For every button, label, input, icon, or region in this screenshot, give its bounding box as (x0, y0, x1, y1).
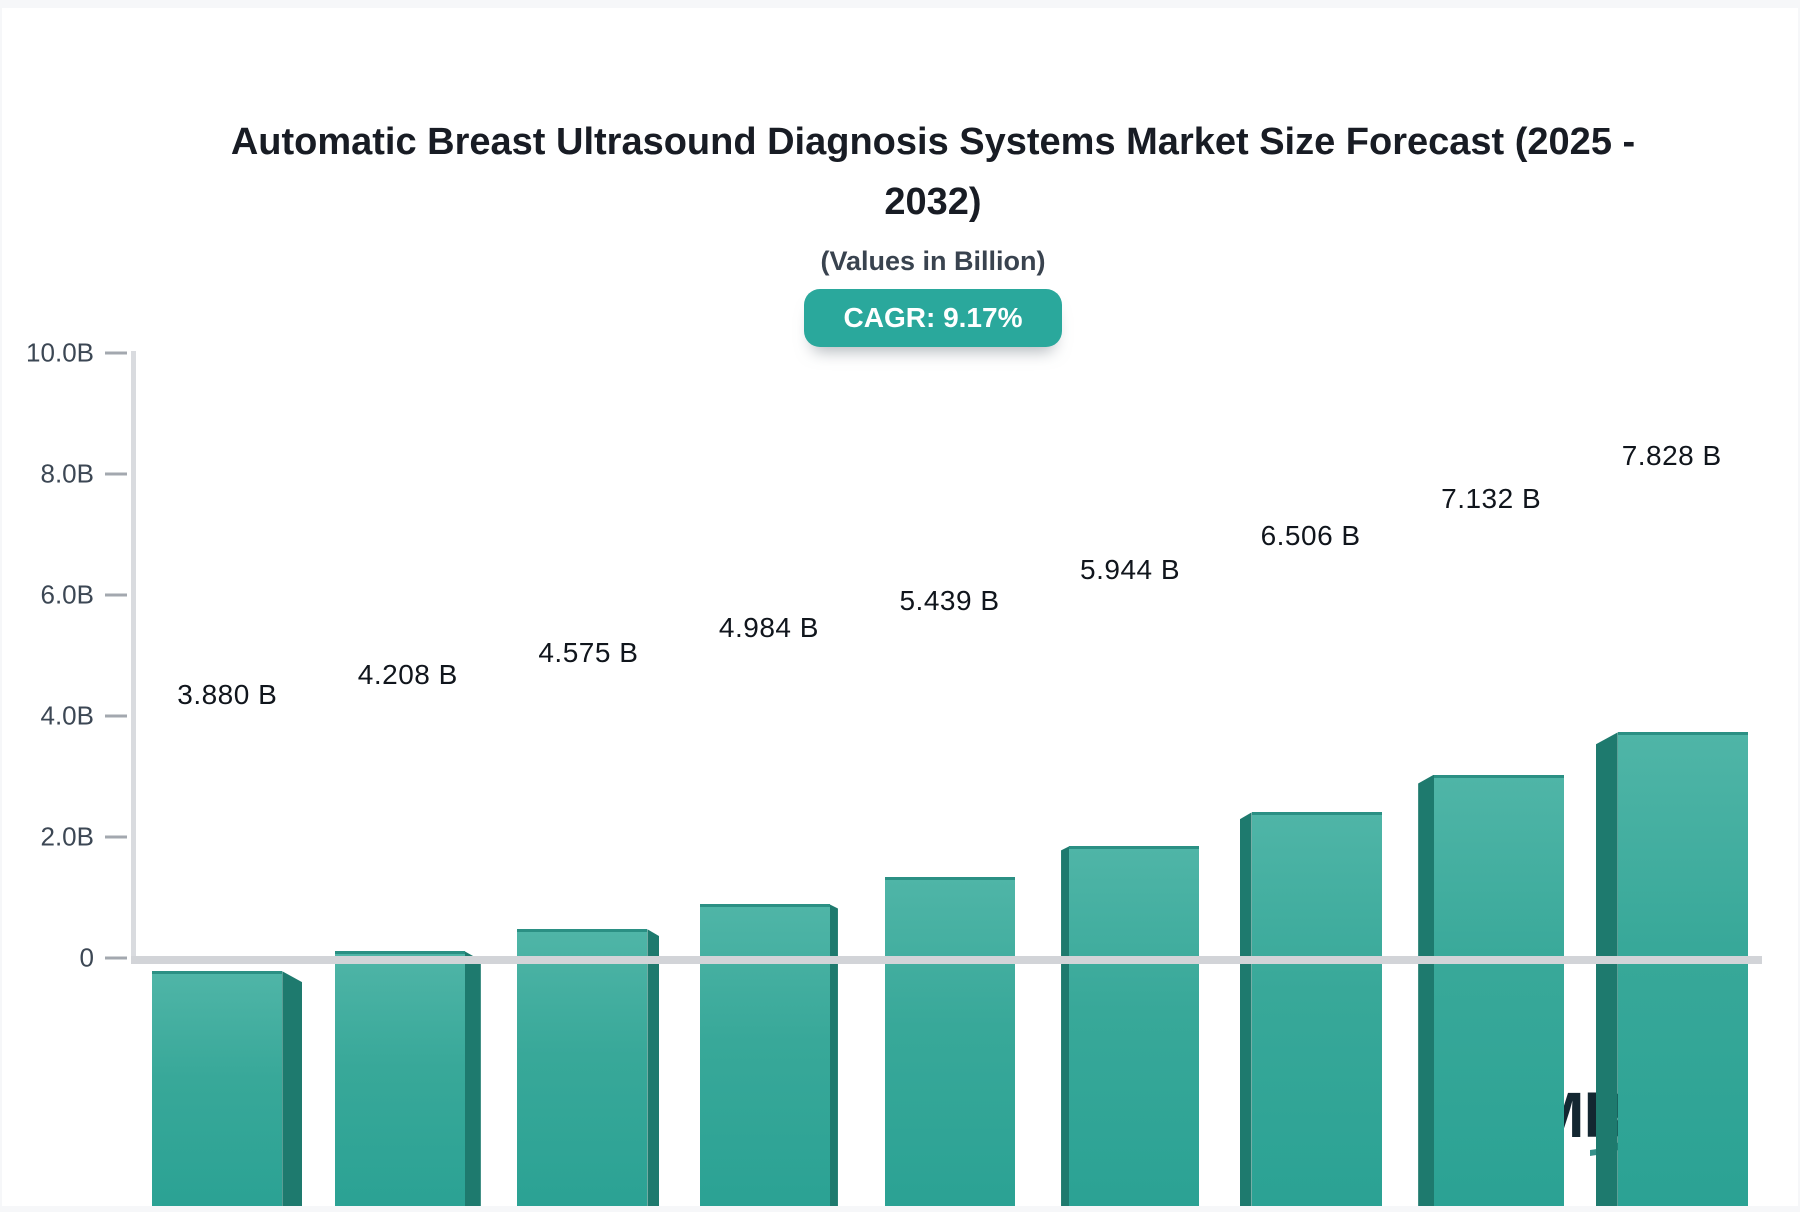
bar-2025[interactable] (152, 971, 283, 1206)
chart-title-line1: Automatic Breast Ultrasound Diagnosis Sy… (230, 121, 1636, 163)
y-axis-tick-mark (105, 472, 127, 476)
bar-value-label-2028: 4.984 B (718, 612, 819, 644)
bar-3d-side-2033 (1595, 732, 1618, 1206)
y-axis-tick-label: 2.0B (40, 821, 95, 852)
y-axis-tick-label: 4.0B (40, 700, 95, 731)
bar-value-label-2030: 5.944 B (1080, 554, 1181, 586)
bar-2026[interactable] (334, 951, 465, 1206)
bar-value-label-2027: 4.575 B (538, 637, 639, 669)
bar-value-label-2033: 7.828 B (1621, 440, 1722, 472)
bar-2029[interactable] (884, 876, 1015, 1206)
chart-title-line2: 2032) (884, 181, 982, 223)
bar-2030[interactable] (1069, 846, 1200, 1206)
bar-2028[interactable] (699, 904, 830, 1206)
bar-2033[interactable] (1617, 732, 1748, 1206)
bar-2031[interactable] (1251, 812, 1382, 1206)
y-axis-tick-label: 6.0B (40, 579, 95, 610)
bar-3d-side-2026 (464, 951, 481, 1206)
bar-value-label-2029: 5.439 B (899, 584, 1000, 616)
bar-value-label-2031: 6.506 B (1260, 520, 1361, 552)
chart-card: Automatic Breast Ultrasound Diagnosis Sy… (2, 8, 1798, 1206)
y-axis-tick-mark (105, 835, 127, 839)
chart-header: Automatic Breast Ultrasound Diagnosis Sy… (68, 112, 1798, 347)
y-axis-tick-label: 10.0B (26, 337, 94, 368)
x-axis-baseline (131, 956, 1762, 964)
bar-3d-side-2028 (829, 904, 838, 1206)
y-axis-tick-mark (105, 956, 127, 960)
y-axis-tick-mark (105, 714, 127, 718)
bar-value-label-2026: 4.208 B (357, 659, 458, 691)
y-axis-tick-mark (105, 593, 127, 597)
bar-3d-side-2030 (1061, 846, 1070, 1206)
bar-value-label-2025: 3.880 B (177, 679, 278, 711)
bar-2027[interactable] (517, 929, 648, 1206)
chart-subtitle: (Values in Billion) (820, 246, 1046, 276)
bar-value-label-2032: 7.132 B (1441, 482, 1542, 514)
cagr-badge: CAGR: 9.17% (803, 289, 1063, 347)
y-axis-tick-label: 8.0B (40, 458, 95, 489)
bar-3d-side-2027 (647, 929, 660, 1206)
bar-3d-side-2032 (1418, 774, 1435, 1206)
bar-3d-side-2025 (282, 971, 303, 1206)
y-axis-tick-label: 0 (79, 942, 94, 973)
y-axis-line (131, 351, 136, 963)
y-axis-tick-mark (105, 351, 127, 355)
bar-2032[interactable] (1434, 774, 1565, 1206)
bar-3d-side-2031 (1239, 812, 1252, 1206)
